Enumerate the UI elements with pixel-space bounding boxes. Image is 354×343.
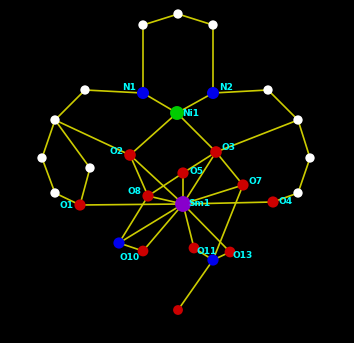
Point xyxy=(307,155,313,161)
Point xyxy=(191,245,197,251)
Point xyxy=(175,11,181,17)
Point xyxy=(210,22,216,28)
Text: O11: O11 xyxy=(197,248,217,257)
Point xyxy=(127,152,133,158)
Point xyxy=(270,199,276,205)
Point xyxy=(175,307,181,313)
Text: O5: O5 xyxy=(189,166,203,176)
Point xyxy=(210,90,216,96)
Text: O10: O10 xyxy=(120,252,140,261)
Point xyxy=(180,170,186,176)
Text: Ni1: Ni1 xyxy=(183,108,200,118)
Point xyxy=(213,149,219,155)
Text: O2: O2 xyxy=(110,146,124,155)
Point xyxy=(116,240,122,246)
Point xyxy=(227,249,233,255)
Point xyxy=(210,257,216,263)
Point xyxy=(140,22,146,28)
Point xyxy=(295,190,301,196)
Point xyxy=(265,87,271,93)
Point xyxy=(87,165,93,171)
Text: O8: O8 xyxy=(128,188,142,197)
Point xyxy=(140,248,146,254)
Point xyxy=(295,117,301,123)
Point xyxy=(39,155,45,161)
Point xyxy=(145,193,151,199)
Text: N1: N1 xyxy=(122,83,136,93)
Point xyxy=(140,90,146,96)
Point xyxy=(180,201,186,207)
Point xyxy=(77,202,83,208)
Text: Sm1: Sm1 xyxy=(188,200,210,209)
Point xyxy=(52,117,58,123)
Point xyxy=(52,190,58,196)
Point xyxy=(82,87,88,93)
Text: O7: O7 xyxy=(249,177,263,186)
Point xyxy=(240,182,246,188)
Text: O1: O1 xyxy=(60,201,74,210)
Point xyxy=(174,110,180,116)
Text: O13: O13 xyxy=(233,251,253,260)
Text: O4: O4 xyxy=(279,198,293,206)
Text: O3: O3 xyxy=(222,143,236,153)
Text: N2: N2 xyxy=(219,83,233,93)
